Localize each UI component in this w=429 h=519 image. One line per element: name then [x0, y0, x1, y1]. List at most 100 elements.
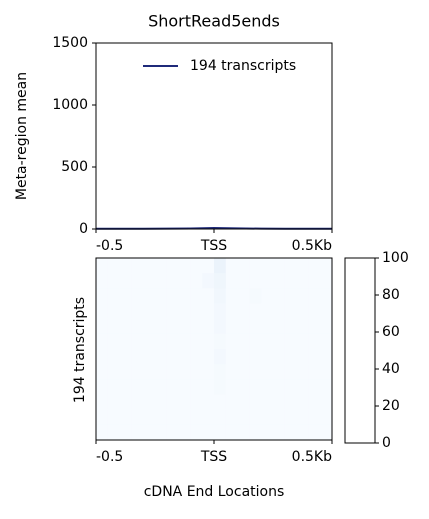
- heatmap-cell: [308, 258, 321, 274]
- heatmap-cell: [273, 379, 286, 395]
- heatmap-cell: [143, 333, 156, 350]
- heatmap-cell: [202, 288, 215, 304]
- heatmap-cell: [237, 318, 250, 335]
- heatmap-cell: [214, 303, 227, 319]
- y-tick-label: 1000: [52, 97, 88, 113]
- heatmap-cell: [166, 394, 179, 410]
- heatmap-cell: [284, 394, 297, 410]
- heatmap-cell: [143, 424, 156, 441]
- y-tick-label: 0: [79, 221, 88, 237]
- heatmap-cell: [273, 394, 286, 410]
- x-tick-label: TSS: [200, 238, 227, 254]
- heatmap-cell: [107, 394, 120, 410]
- heatmap-cell: [320, 379, 333, 395]
- heatmap-cell: [249, 349, 262, 365]
- heatmap-cell: [261, 394, 274, 410]
- heatmap-cell: [225, 318, 238, 335]
- heatmap-cell: [119, 349, 132, 365]
- heatmap-cell: [143, 288, 156, 304]
- heatmap-cell: [261, 349, 274, 365]
- heatmap-cell: [320, 258, 333, 274]
- heatmap-cell: [296, 273, 309, 289]
- heatmap-cell: [273, 409, 286, 426]
- heatmap-cell: [178, 349, 191, 365]
- heatmap-cell: [96, 409, 109, 426]
- heatmap-cell: [96, 364, 109, 380]
- heatmap-cell: [284, 303, 297, 319]
- heatmap-cell: [155, 318, 168, 335]
- heatmap-cell: [214, 424, 227, 441]
- heatmap-cell: [96, 333, 109, 350]
- heatmap-cell: [143, 409, 156, 426]
- heatmap-cell: [202, 333, 215, 350]
- heatmap-cell: [273, 288, 286, 304]
- heatmap-cell: [119, 364, 132, 380]
- heatmap-cell: [143, 349, 156, 365]
- heatmap-cell: [284, 364, 297, 380]
- heatmap-cell: [131, 318, 144, 335]
- plot-frame: [95, 42, 333, 230]
- heatmap-cell: [237, 258, 250, 274]
- heatmap-cell: [131, 349, 144, 365]
- heatmap-cell: [155, 273, 168, 289]
- heatmap-cell: [249, 424, 262, 441]
- heatmap-cell: [202, 349, 215, 365]
- colorbar-tick-label: 0: [382, 435, 391, 451]
- heatmap-cell: [202, 303, 215, 319]
- heatmap-cell: [143, 318, 156, 335]
- x-tick-label: -0.5: [96, 449, 123, 465]
- heatmap-cell: [131, 424, 144, 441]
- heatmap-cell: [214, 394, 227, 410]
- heatmap-cell: [96, 379, 109, 395]
- heatmap-cell: [237, 288, 250, 304]
- heatmap-cell: [143, 394, 156, 410]
- heatmap-cell: [166, 424, 179, 441]
- heatmap-cell: [131, 303, 144, 319]
- heatmap-cell: [107, 349, 120, 365]
- heatmap-cell: [225, 288, 238, 304]
- heatmap-cell: [284, 318, 297, 335]
- heatmap-cell: [214, 333, 227, 350]
- heatmap-cell: [273, 258, 286, 274]
- heatmap-cell: [131, 409, 144, 426]
- heatmap-cell: [249, 364, 262, 380]
- heatmap-cell: [178, 379, 191, 395]
- heatmap-cell: [202, 258, 215, 274]
- heatmap-cell: [131, 379, 144, 395]
- heatmap-cell: [202, 409, 215, 426]
- heatmap-cell: [284, 258, 297, 274]
- heatmap-cell: [166, 379, 179, 395]
- heatmap-cell: [178, 364, 191, 380]
- heatmap-cell: [320, 394, 333, 410]
- heatmap-cell: [261, 409, 274, 426]
- heatmap-cell: [190, 273, 203, 289]
- heatmap-cell: [131, 273, 144, 289]
- heatmap-cell: [249, 273, 262, 289]
- heatmap-cell: [249, 394, 262, 410]
- heatmap-cell: [155, 379, 168, 395]
- heatmap-cell: [273, 303, 286, 319]
- heatmap-cell: [249, 318, 262, 335]
- heatmap-cell: [166, 303, 179, 319]
- heatmap-cell: [143, 379, 156, 395]
- y-axis-label: 194 transcripts: [72, 297, 88, 403]
- colorbar-tick-label: 20: [382, 398, 400, 414]
- heatmap-cell: [143, 258, 156, 274]
- heatmap-cell: [96, 394, 109, 410]
- heatmap-cell: [119, 424, 132, 441]
- heatmap-cell: [237, 364, 250, 380]
- heatmap-cell: [284, 379, 297, 395]
- heatmap-cell: [166, 318, 179, 335]
- heatmap-cell: [202, 273, 215, 289]
- heatmap-cell: [261, 318, 274, 335]
- heatmap-cell: [131, 394, 144, 410]
- heatmap-cell: [296, 349, 309, 365]
- x-tick-label: -0.5: [96, 238, 123, 254]
- heatmap-cell: [284, 333, 297, 350]
- heatmap-cell: [273, 333, 286, 350]
- heatmap-cell: [155, 409, 168, 426]
- heatmap-cell: [308, 394, 321, 410]
- heatmap-cell: [96, 424, 109, 441]
- heatmap-cell: [107, 273, 120, 289]
